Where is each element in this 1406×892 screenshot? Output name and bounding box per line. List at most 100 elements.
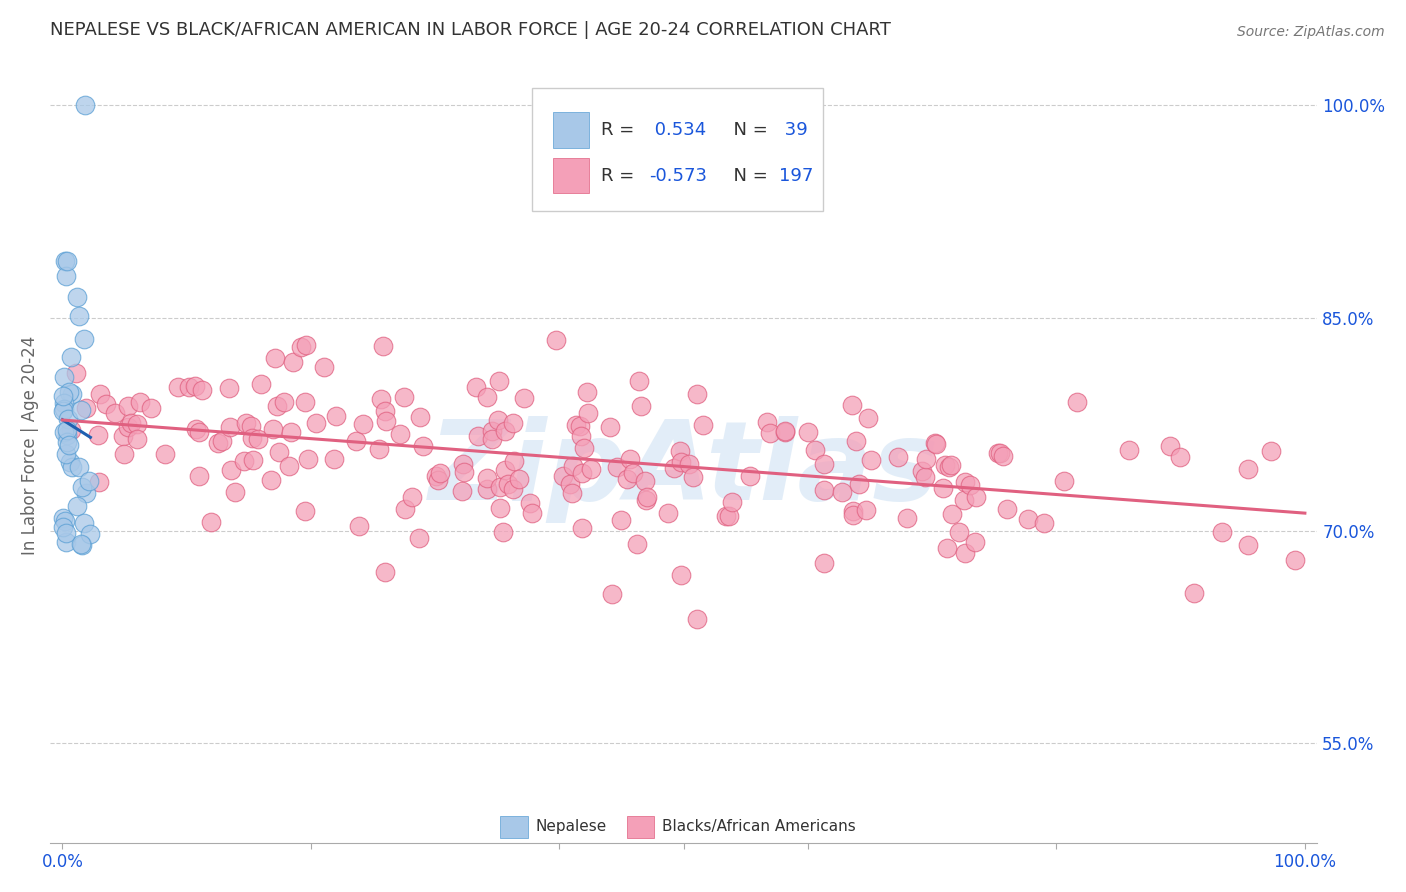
Point bbox=[352, 417, 374, 431]
Point bbox=[218, 419, 240, 434]
Point bbox=[572, 441, 595, 455]
Point bbox=[756, 415, 779, 429]
Point bbox=[347, 519, 370, 533]
Point bbox=[375, 414, 398, 428]
Point bbox=[247, 432, 270, 446]
Point bbox=[599, 420, 621, 434]
Point bbox=[797, 425, 820, 440]
Point bbox=[915, 451, 938, 466]
Point bbox=[55, 268, 77, 283]
Bar bbox=[627, 816, 654, 838]
Point bbox=[262, 422, 284, 436]
Point bbox=[264, 351, 287, 365]
Text: 197: 197 bbox=[779, 167, 813, 185]
Point bbox=[52, 511, 75, 525]
Point bbox=[502, 453, 524, 467]
Point bbox=[59, 350, 82, 364]
Point bbox=[959, 478, 981, 492]
Point bbox=[294, 504, 316, 518]
Point bbox=[73, 98, 96, 112]
Point bbox=[392, 390, 415, 404]
Point bbox=[842, 508, 865, 523]
Point bbox=[273, 394, 295, 409]
Point bbox=[453, 465, 475, 479]
Point bbox=[79, 527, 101, 541]
Point bbox=[1159, 439, 1181, 453]
Point bbox=[685, 612, 707, 626]
Point bbox=[616, 472, 638, 486]
Point bbox=[925, 437, 948, 451]
Point bbox=[451, 457, 474, 471]
Point bbox=[112, 447, 135, 461]
Point bbox=[240, 431, 263, 445]
Point bbox=[568, 419, 591, 434]
Point bbox=[55, 534, 77, 549]
Point bbox=[569, 429, 592, 443]
Point bbox=[481, 425, 503, 439]
Point bbox=[325, 409, 347, 424]
Point bbox=[860, 453, 883, 467]
Point bbox=[312, 360, 335, 375]
Point bbox=[692, 417, 714, 432]
Point bbox=[804, 442, 827, 457]
Point bbox=[896, 510, 918, 524]
Point bbox=[576, 406, 599, 420]
Point bbox=[56, 435, 79, 450]
Point bbox=[669, 455, 692, 469]
Text: 0.534: 0.534 bbox=[650, 120, 707, 139]
Point bbox=[55, 427, 77, 442]
Point bbox=[322, 452, 344, 467]
Point bbox=[475, 482, 498, 496]
Point bbox=[682, 470, 704, 484]
Point bbox=[600, 587, 623, 601]
Point bbox=[53, 254, 76, 268]
Point bbox=[911, 464, 934, 478]
Bar bbox=[553, 112, 589, 148]
Point bbox=[52, 402, 75, 417]
Point bbox=[965, 535, 987, 549]
Point bbox=[489, 480, 512, 494]
Point bbox=[932, 481, 955, 495]
Point bbox=[519, 496, 541, 510]
Point bbox=[938, 460, 960, 475]
Point bbox=[571, 467, 593, 481]
Point bbox=[70, 537, 93, 551]
Point bbox=[773, 424, 796, 438]
Point bbox=[66, 499, 89, 513]
Point bbox=[429, 466, 451, 480]
Point bbox=[486, 413, 509, 427]
Point bbox=[494, 463, 516, 477]
Point bbox=[62, 460, 84, 475]
Y-axis label: In Labor Force | Age 20-24: In Labor Force | Age 20-24 bbox=[21, 336, 39, 556]
Point bbox=[987, 445, 1010, 459]
Point bbox=[626, 537, 648, 551]
Point bbox=[218, 381, 240, 395]
Text: R =: R = bbox=[602, 120, 640, 139]
Point bbox=[53, 425, 76, 439]
Point bbox=[848, 476, 870, 491]
Point bbox=[104, 406, 127, 420]
Point bbox=[576, 385, 599, 400]
Point bbox=[571, 521, 593, 535]
Point bbox=[934, 458, 956, 472]
Point bbox=[371, 339, 394, 353]
Point bbox=[845, 434, 868, 449]
Text: NEPALESE VS BLACK/AFRICAN AMERICAN IN LABOR FORCE | AGE 20-24 CORRELATION CHART: NEPALESE VS BLACK/AFRICAN AMERICAN IN LA… bbox=[51, 21, 891, 39]
Text: ZipAtlas: ZipAtlas bbox=[429, 416, 939, 523]
Point bbox=[73, 333, 96, 347]
Point bbox=[51, 404, 73, 418]
Point bbox=[374, 565, 396, 579]
FancyBboxPatch shape bbox=[531, 88, 823, 211]
Point bbox=[606, 459, 628, 474]
Point bbox=[841, 398, 863, 412]
Point bbox=[1052, 474, 1074, 488]
Point bbox=[924, 435, 946, 450]
Point bbox=[52, 520, 75, 534]
Point bbox=[955, 475, 977, 490]
Point bbox=[56, 423, 79, 437]
Point bbox=[1170, 450, 1192, 465]
Text: -0.573: -0.573 bbox=[650, 167, 707, 185]
Point bbox=[1211, 524, 1233, 539]
Point bbox=[425, 468, 447, 483]
Point bbox=[52, 389, 75, 403]
